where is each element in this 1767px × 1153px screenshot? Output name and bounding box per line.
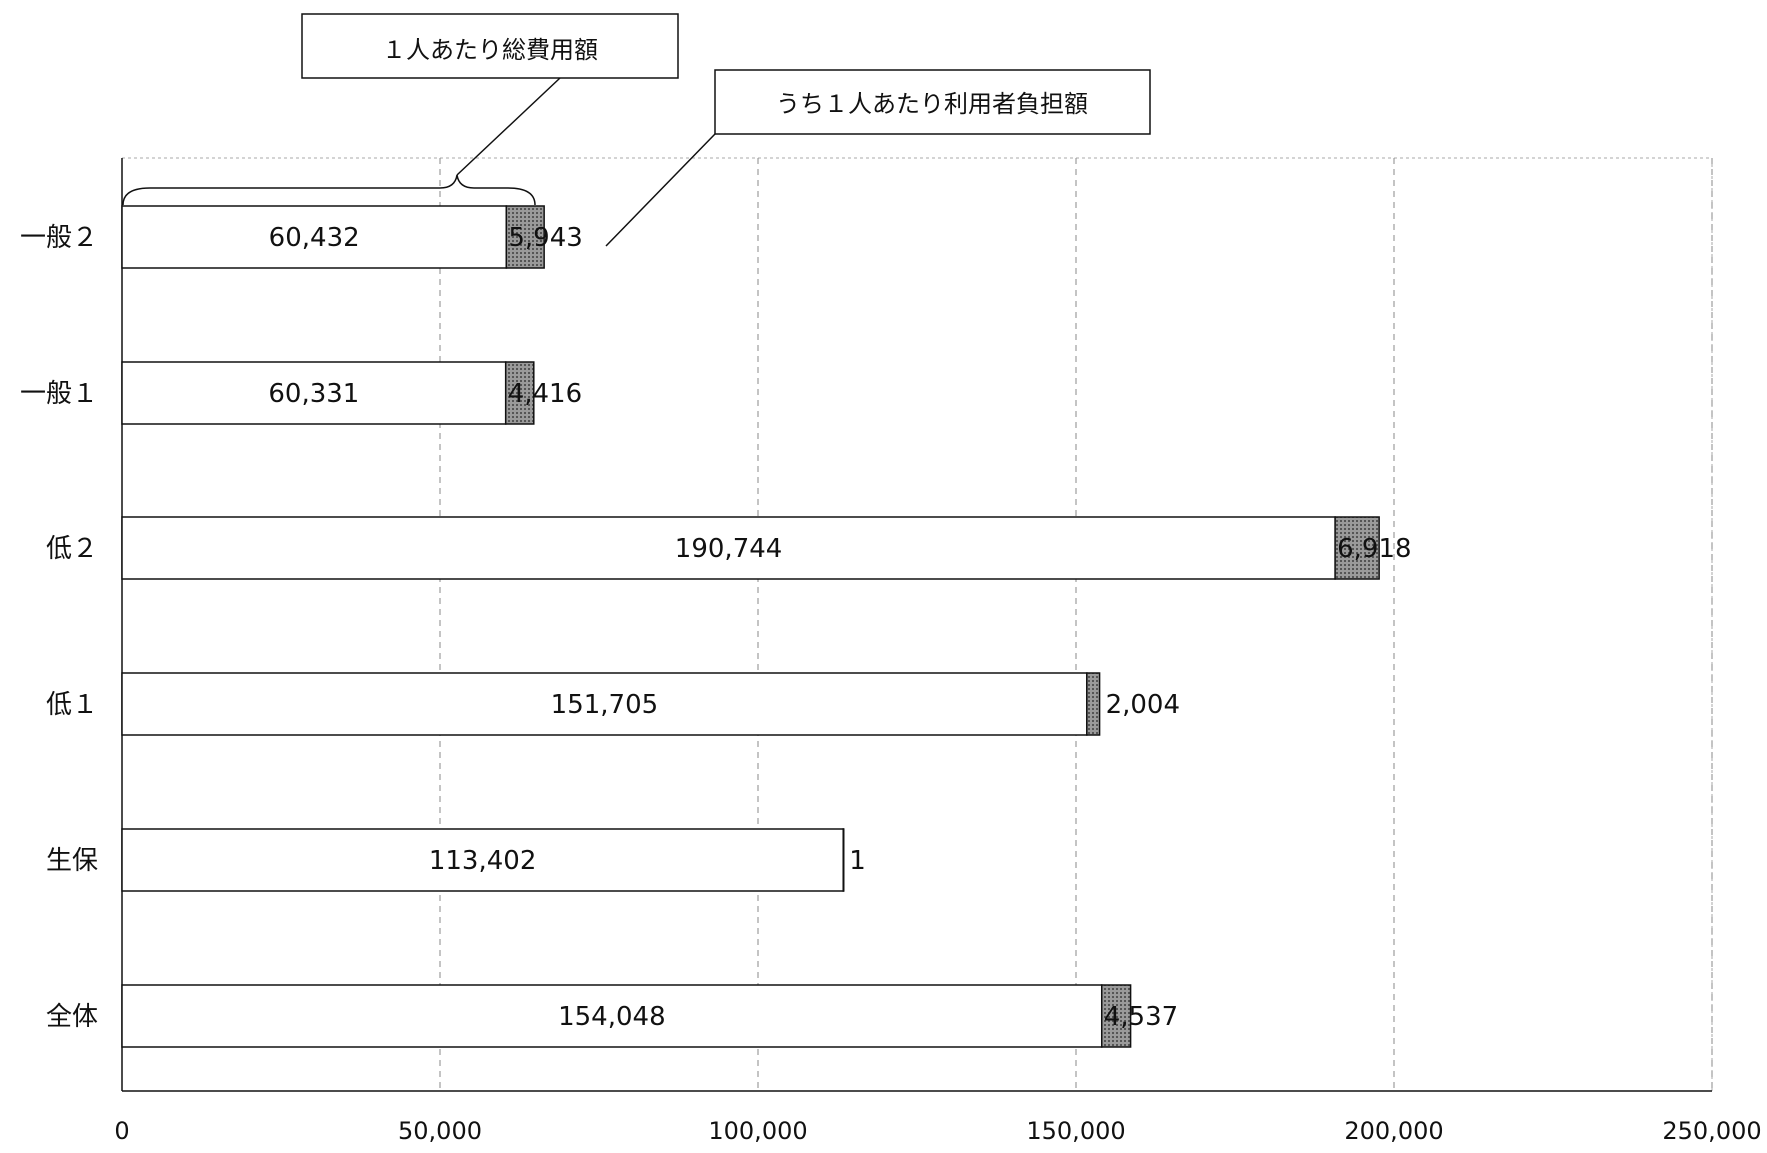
- y-category-label: 一般２: [20, 223, 98, 253]
- x-tick-label: 150,000: [1026, 1117, 1125, 1145]
- data-label-burden: 6,918: [1337, 534, 1411, 564]
- total-callout-box: [301, 13, 679, 79]
- bars: 60,432 5,943 60,331 4,416 190,744 6,918 151,70…: [121, 205, 1412, 1048]
- data-label-burden: 1: [849, 846, 866, 876]
- plot-area-border: [121, 157, 1713, 1092]
- data-label-total: 190,744: [675, 534, 783, 564]
- x-tick-label: 100,000: [708, 1117, 807, 1145]
- bar-user-burden: [505, 205, 545, 269]
- data-label-total: 60,331: [268, 379, 359, 409]
- data-label-total: 60,432: [269, 223, 360, 253]
- burden-callout-leader: [605, 133, 716, 247]
- bar-user-burden: [1100, 984, 1132, 1048]
- data-label-burden: 5,943: [508, 223, 582, 253]
- total-brace: [122, 174, 536, 206]
- y-category-label: 低１: [46, 690, 98, 720]
- bar-total-cost: [121, 205, 508, 269]
- data-label-total: 154,048: [558, 1002, 666, 1032]
- total-callout-text: １人あたり総費用額: [382, 36, 598, 64]
- data-label-burden: 4,416: [508, 379, 582, 409]
- bar-total-cost: [121, 672, 1088, 736]
- data-label-burden: 4,537: [1104, 1002, 1178, 1032]
- y-category-label: 全体: [46, 1002, 98, 1032]
- total-callout-leader: [456, 77, 561, 176]
- y-category-label: 生保: [46, 846, 98, 876]
- x-tick-label: 200,000: [1344, 1117, 1443, 1145]
- bar-user-burden: [504, 361, 535, 425]
- y-category-label: 一般１: [20, 379, 98, 409]
- x-tick-label: 0: [114, 1117, 129, 1145]
- burden-callout-text: うち１人あたり利用者負担額: [776, 90, 1088, 118]
- gridlines: [439, 158, 1713, 1091]
- x-tick-label: 250,000: [1662, 1117, 1761, 1145]
- x-tick-label: 50,000: [398, 1117, 482, 1145]
- data-label-total: 113,402: [429, 846, 537, 876]
- bar-total-cost: [121, 984, 1103, 1048]
- annotations: １人あたり総費用額 うち１人あたり利用者負担額: [122, 13, 1151, 247]
- data-label-total: 151,705: [551, 690, 659, 720]
- burden-callout-box: [714, 69, 1151, 135]
- x-axis-labels: 0 50,000 100,000 150,000 200,000 250,000: [114, 1117, 1761, 1145]
- data-label-burden: 2,004: [1106, 690, 1180, 720]
- y-category-label: 低２: [46, 534, 98, 564]
- bar-user-burden: [1334, 516, 1380, 580]
- plot-frame: [121, 157, 1713, 1092]
- bar-total-cost: [121, 516, 1336, 580]
- bar-total-cost: [121, 828, 844, 892]
- bar-user-burden: [1086, 672, 1101, 736]
- bar-user-burden: [842, 828, 845, 892]
